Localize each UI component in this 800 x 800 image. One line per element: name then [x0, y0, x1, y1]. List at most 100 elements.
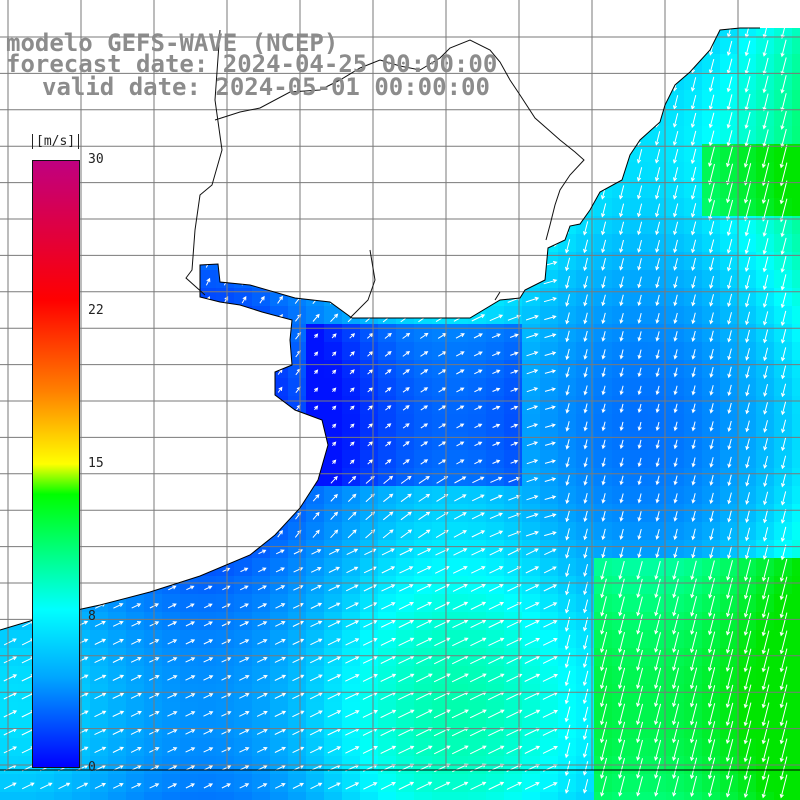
field-cell [558, 504, 576, 522]
wind-arrow [112, 674, 125, 681]
wind-arrow [398, 709, 415, 719]
wind-arrow [655, 59, 661, 74]
wind-arrow [489, 512, 503, 520]
wind-arrow [275, 567, 285, 573]
wind-arrow [636, 167, 643, 182]
field-cell [90, 540, 108, 558]
field-cell [504, 558, 522, 576]
wind-arrow [328, 584, 341, 592]
wind-arrow [601, 546, 606, 559]
field-cell [90, 108, 108, 126]
field-cell [324, 486, 342, 504]
wind-arrow [276, 241, 284, 251]
wind-arrow [618, 739, 626, 762]
wind-arrow [134, 331, 139, 340]
field-cell [468, 28, 486, 36]
field-cell [558, 774, 576, 792]
field-cell [180, 450, 198, 468]
wind-arrow [726, 577, 734, 600]
wind-arrow [242, 386, 246, 393]
wind-arrow [112, 621, 124, 627]
wind-arrow [438, 423, 447, 429]
wind-arrow [709, 385, 714, 396]
field-cell [396, 234, 414, 252]
wind-arrow [416, 781, 433, 791]
field-cell [342, 360, 360, 378]
field-cell [306, 342, 324, 360]
field-cell [684, 270, 702, 288]
field-cell [756, 576, 774, 594]
wind-arrow [3, 674, 18, 682]
field-cell [414, 324, 432, 342]
wind-arrow [619, 439, 624, 450]
wind-arrow [524, 134, 541, 142]
field-cell [216, 594, 234, 612]
field-cell [432, 162, 450, 180]
wind-arrow [508, 494, 521, 501]
field-cell [576, 612, 594, 630]
field-cell [342, 504, 360, 522]
wind-arrow [488, 260, 504, 268]
field-cell [774, 666, 792, 684]
field-cell [54, 774, 72, 792]
field-cell [396, 594, 414, 612]
field-cell [522, 468, 540, 486]
wind-arrow [708, 221, 715, 236]
wind-arrow [761, 756, 770, 781]
field-cell [738, 216, 756, 234]
field-cell [720, 414, 738, 432]
wind-arrow [312, 258, 321, 269]
field-cell [144, 666, 162, 684]
field-cell [612, 180, 630, 198]
wind-arrow [167, 783, 178, 789]
wind-arrow [583, 257, 588, 272]
wind-arrow [258, 186, 266, 197]
wind-arrow [185, 675, 196, 681]
field-cell [180, 234, 198, 252]
wind-arrow [469, 745, 487, 755]
field-cell [684, 522, 702, 540]
field-cell [756, 468, 774, 486]
wind-arrow [346, 168, 359, 180]
field-cell [270, 198, 288, 216]
field-cell [792, 270, 800, 288]
field-cell [126, 252, 144, 270]
field-cell [108, 324, 126, 342]
field-cell [198, 270, 216, 288]
field-cell [756, 54, 774, 72]
field-cell [630, 234, 648, 252]
field-cell [378, 594, 396, 612]
wind-arrow [242, 476, 246, 483]
field-cell [486, 702, 504, 720]
wind-arrow [242, 494, 247, 501]
field-cell [666, 28, 684, 36]
wind-arrow [456, 387, 465, 393]
wind-arrow [188, 530, 193, 538]
field-cell [414, 396, 432, 414]
wind-arrow [636, 149, 643, 164]
wind-arrow [260, 404, 265, 411]
field-cell [612, 288, 630, 306]
field-cell [324, 684, 342, 702]
wind-arrow [618, 149, 625, 164]
wind-arrow [565, 563, 571, 578]
field-cell [558, 792, 576, 800]
field-cell [594, 378, 612, 396]
wind-arrow [565, 528, 570, 541]
wind-arrow [510, 459, 519, 464]
wind-arrow [205, 386, 210, 393]
wind-arrow [416, 150, 433, 162]
wind-arrow [565, 581, 571, 596]
field-cell [738, 72, 756, 90]
field-cell [324, 612, 342, 630]
wind-arrow [134, 149, 139, 162]
field-cell [630, 702, 648, 720]
wind-arrow [618, 95, 625, 110]
wind-arrow [618, 757, 625, 779]
field-cell [234, 666, 252, 684]
field-cell [108, 234, 126, 252]
wind-arrow [346, 132, 359, 144]
field-cell [522, 360, 540, 378]
field-cell [774, 576, 792, 594]
field-cell [792, 540, 800, 558]
